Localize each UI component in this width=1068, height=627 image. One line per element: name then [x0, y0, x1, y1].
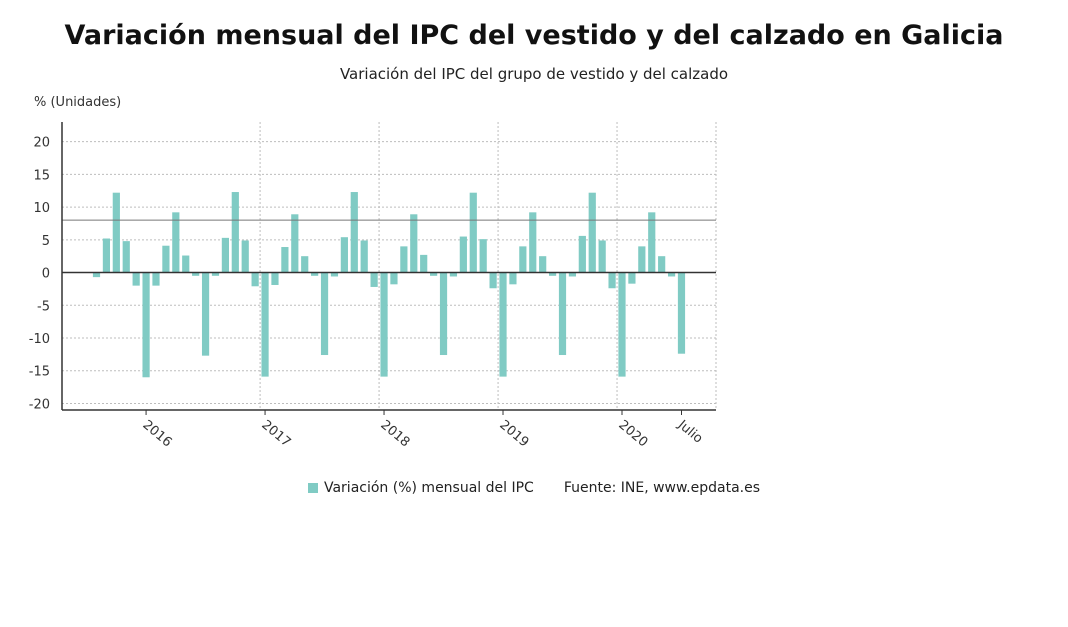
bar — [539, 256, 547, 273]
bar — [340, 237, 348, 273]
y-tick-label: -20 — [29, 397, 50, 412]
bar — [271, 272, 279, 285]
bar — [628, 272, 636, 284]
bar — [390, 272, 398, 285]
y-tick-label: -15 — [29, 365, 50, 380]
bar — [211, 272, 220, 276]
x-tick-label: 2016 — [140, 418, 175, 451]
legend-series-label: Variación (%) mensual del IPC — [323, 480, 534, 496]
bar — [410, 214, 418, 273]
grid — [62, 122, 717, 410]
bar — [479, 239, 487, 273]
y-tick-label: -10 — [29, 332, 50, 347]
bar — [648, 212, 656, 273]
bar — [469, 192, 477, 273]
x-tick-label: 2017 — [258, 418, 293, 451]
bar — [658, 256, 666, 273]
bar — [201, 272, 210, 356]
y-tick-label: 10 — [33, 201, 50, 216]
bar — [241, 240, 249, 273]
bar — [132, 272, 140, 286]
bar — [638, 246, 646, 273]
bar — [459, 236, 467, 273]
source-label: Fuente: INE, www.epdata.es — [563, 480, 760, 496]
bar — [568, 272, 577, 277]
bar — [251, 272, 259, 287]
bar — [449, 272, 458, 277]
bar — [360, 240, 368, 273]
bar — [162, 245, 170, 273]
legend: Variación (%) mensual del IPC Fuente: IN… — [0, 480, 1068, 496]
bar — [330, 272, 339, 277]
bar — [608, 272, 616, 289]
bar — [558, 272, 567, 356]
bar — [677, 272, 686, 354]
bar — [301, 256, 309, 273]
bar — [420, 254, 428, 273]
bar — [142, 272, 150, 378]
chart-subtitle: Variación del IPC del grupo de vestido y… — [339, 65, 729, 83]
bar — [430, 272, 438, 276]
bar — [529, 212, 537, 273]
bar — [182, 255, 190, 273]
bar — [509, 272, 517, 285]
bar — [102, 238, 111, 273]
bar — [380, 272, 388, 377]
bar — [152, 272, 160, 286]
y-tick-label: -5 — [37, 299, 50, 314]
bar — [92, 272, 101, 278]
y-tick-label: 15 — [33, 168, 50, 183]
y-tick-label: 20 — [33, 136, 50, 151]
bar — [578, 235, 586, 273]
bar — [350, 192, 358, 273]
bar — [291, 214, 299, 273]
bar — [588, 192, 596, 273]
bar — [598, 240, 606, 273]
bar — [618, 272, 626, 377]
legend-swatch — [307, 483, 318, 493]
bar — [311, 272, 319, 276]
bar — [231, 192, 239, 273]
bar — [261, 272, 269, 377]
bar — [112, 192, 120, 273]
x-tick-label: 2019 — [496, 418, 531, 451]
bar — [400, 246, 408, 273]
bar — [221, 237, 229, 273]
bar — [519, 246, 527, 273]
y-axis-unit-label: % (Unidades) — [34, 95, 121, 110]
bar — [122, 241, 130, 273]
axes — [61, 122, 716, 415]
x-tick-label: 2020 — [615, 418, 650, 451]
bar-series — [92, 192, 686, 378]
bar — [667, 272, 676, 277]
bar — [172, 212, 180, 273]
chart-title: Variación mensual del IPC del vestido y … — [64, 20, 1004, 51]
x-tick-label: Julio — [674, 417, 705, 447]
bar — [548, 272, 557, 276]
bar — [281, 247, 289, 273]
bar — [439, 272, 448, 356]
y-tick-label: 5 — [42, 234, 50, 249]
bar — [192, 272, 200, 276]
bar — [320, 272, 329, 356]
y-tick-label: 0 — [42, 267, 50, 282]
x-tick-label: 2018 — [377, 418, 412, 451]
bar — [370, 272, 378, 287]
bar — [489, 272, 497, 289]
bar — [499, 272, 507, 377]
